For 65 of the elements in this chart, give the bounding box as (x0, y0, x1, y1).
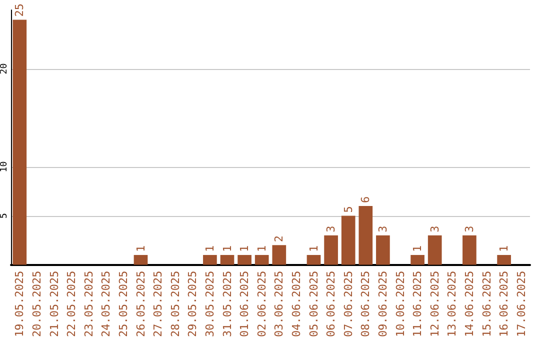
bar (428, 235, 442, 265)
bar (254, 254, 269, 265)
y-tick-label: 5 (0, 213, 10, 218)
x-tick-label: 28.05.2025 (168, 270, 182, 338)
bar (203, 254, 217, 265)
x-tick-label: 12.06.2025 (428, 270, 442, 338)
bar (306, 254, 321, 265)
data-label: 1 (307, 245, 320, 252)
data-label: 1 (220, 245, 234, 252)
data-label: 3 (428, 226, 442, 232)
data-label: 1 (134, 245, 148, 252)
data-label: 25 (13, 4, 26, 17)
data-label: 5 (342, 206, 355, 213)
x-tick-label: 07.06.2025 (342, 270, 355, 338)
x-tick-label: 02.06.2025 (255, 270, 268, 338)
x-tick-label: 08.06.2025 (359, 270, 372, 338)
data-label: 3 (376, 226, 390, 232)
x-tick-label: 20.05.2025 (30, 270, 44, 338)
x-tick-label: 24.05.2025 (100, 270, 113, 338)
bar (324, 235, 338, 265)
x-tick-label: 04.06.2025 (290, 270, 303, 338)
bar (497, 254, 511, 265)
x-tick-label: 31.05.2025 (220, 270, 234, 338)
data-label: 1 (255, 245, 268, 252)
bar (462, 235, 476, 265)
data-label: 2 (272, 236, 286, 242)
bar (238, 254, 252, 265)
x-tick-label: 15.06.2025 (480, 270, 494, 338)
x-tick-label: 30.05.2025 (203, 270, 216, 338)
y-tick-label: 20 (0, 63, 10, 74)
data-label: 1 (498, 245, 511, 252)
bar (12, 20, 27, 265)
y-tick-label: 10 (0, 161, 10, 172)
x-tick-label: 19.05.2025 (13, 270, 26, 338)
x-tick-label: 17.06.2025 (514, 270, 528, 338)
x-tick-label: 11.06.2025 (411, 270, 424, 338)
data-label: 1 (238, 245, 252, 252)
x-tick-label: 05.06.2025 (307, 270, 320, 338)
bar (341, 216, 356, 265)
bar (220, 254, 234, 265)
x-tick-label: 27.05.2025 (152, 270, 165, 338)
x-tick-label: 26.05.2025 (134, 270, 148, 338)
x-tick-label: 25.05.2025 (116, 270, 130, 338)
x-tick-label: 21.05.2025 (48, 270, 61, 338)
data-label: 1 (203, 245, 216, 252)
bar (410, 254, 424, 265)
x-tick-label: 14.06.2025 (462, 270, 476, 338)
data-label: 3 (462, 226, 476, 232)
data-label: 6 (359, 196, 372, 203)
x-tick-label: 13.06.2025 (446, 270, 459, 338)
data-label: 1 (411, 245, 424, 252)
x-tick-label: 16.06.2025 (498, 270, 511, 338)
bar (376, 235, 390, 265)
data-label: 3 (324, 226, 338, 232)
bar (272, 245, 286, 265)
x-tick-label: 10.06.2025 (394, 270, 407, 338)
x-tick-label: 03.06.2025 (272, 270, 286, 338)
x-tick-label: 23.05.2025 (82, 270, 96, 338)
x-tick-label: 29.05.2025 (186, 270, 200, 338)
x-tick-label: 22.05.2025 (65, 270, 78, 338)
bar (358, 206, 373, 265)
x-tick-label: 06.06.2025 (324, 270, 338, 338)
x-tick-label: 09.06.2025 (376, 270, 390, 338)
bar (134, 254, 148, 265)
x-tick-label: 01.06.2025 (238, 270, 252, 338)
